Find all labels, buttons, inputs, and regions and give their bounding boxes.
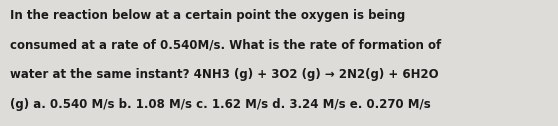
Text: (g) a. 0.540 M/s b. 1.08 M/s c. 1.62 M/s d. 3.24 M/s e. 0.270 M/s: (g) a. 0.540 M/s b. 1.08 M/s c. 1.62 M/s… bbox=[10, 98, 431, 111]
Text: consumed at a rate of 0.540M/s. What is the rate of formation of: consumed at a rate of 0.540M/s. What is … bbox=[10, 38, 441, 51]
Text: In the reaction below at a certain point the oxygen is being: In the reaction below at a certain point… bbox=[10, 9, 405, 22]
Text: water at the same instant? 4NH3 (g) + 3O2 (g) → 2N2(g) + 6H2O: water at the same instant? 4NH3 (g) + 3O… bbox=[10, 68, 439, 81]
